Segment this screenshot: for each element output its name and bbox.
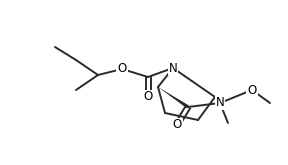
Text: O: O [173, 118, 182, 132]
Text: O: O [247, 83, 257, 97]
Text: N: N [216, 97, 224, 110]
Text: O: O [118, 63, 127, 76]
Polygon shape [158, 87, 189, 108]
Text: O: O [143, 90, 153, 103]
Text: N: N [169, 62, 177, 75]
